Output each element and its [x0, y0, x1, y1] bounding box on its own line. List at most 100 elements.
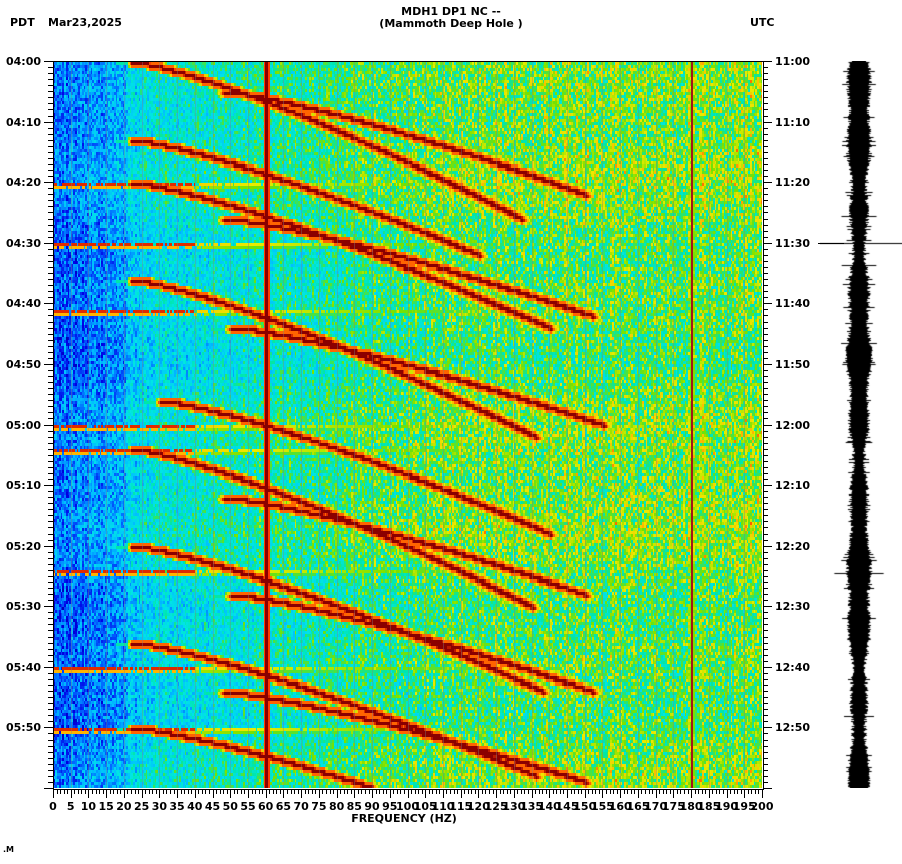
y-minor-tick-left [48, 431, 53, 432]
y-minor-tick-right [763, 637, 768, 638]
x-axis-tick-label: 10 [80, 800, 97, 813]
x-minor-tick [131, 789, 132, 794]
y-minor-tick-left [48, 649, 53, 650]
x-minor-tick [439, 789, 440, 794]
y-minor-tick-right [763, 291, 768, 292]
x-minor-tick [758, 789, 759, 794]
y-minor-tick-right [763, 376, 768, 377]
x-major-tick [213, 789, 214, 798]
y-minor-tick-right [763, 73, 768, 74]
x-minor-tick [503, 789, 504, 794]
x-minor-tick [103, 789, 104, 794]
y-major-tick-right [763, 727, 772, 728]
x-minor-tick [418, 789, 419, 794]
y-major-tick-left [44, 182, 53, 183]
y-minor-tick-left [48, 673, 53, 674]
x-minor-tick [340, 789, 341, 794]
x-minor-tick [74, 789, 75, 794]
x-minor-tick [227, 789, 228, 794]
x-axis-tick-label: 145 [555, 800, 579, 813]
y-minor-tick-left [48, 721, 53, 722]
y-minor-tick-right [763, 461, 768, 462]
x-major-tick [372, 789, 373, 798]
y-minor-tick-left [48, 176, 53, 177]
x-minor-tick [563, 789, 564, 794]
y-minor-tick-left [48, 521, 53, 522]
trace-time-marker [818, 243, 844, 244]
x-minor-tick [677, 789, 678, 794]
y-minor-tick-right [763, 558, 768, 559]
y-axis-label-pdt: 05:40 [5, 660, 41, 674]
y-minor-tick-right [763, 709, 768, 710]
x-minor-tick [163, 789, 164, 794]
x-minor-tick [599, 789, 600, 794]
y-minor-tick-right [763, 776, 768, 777]
x-minor-tick [135, 789, 136, 794]
y-minor-tick-left [48, 467, 53, 468]
x-axis-tick-label: 200 [750, 800, 774, 813]
y-minor-tick-left [48, 697, 53, 698]
y-minor-tick-right [763, 128, 768, 129]
x-minor-tick [684, 789, 685, 794]
y-minor-tick-right [763, 782, 768, 783]
y-minor-tick-left [48, 200, 53, 201]
y-minor-tick-left [48, 703, 53, 704]
y-minor-tick-right [763, 103, 768, 104]
y-minor-tick-right [763, 340, 768, 341]
y-minor-tick-right [763, 521, 768, 522]
x-axis-tick-label: 15 [98, 800, 114, 813]
x-major-tick [461, 789, 462, 798]
x-minor-tick [432, 789, 433, 794]
y-minor-tick-left [48, 600, 53, 601]
x-axis-tick-label: 130 [502, 800, 526, 813]
y-minor-tick-right [763, 479, 768, 480]
x-minor-tick [326, 789, 327, 794]
y-minor-tick-right [763, 370, 768, 371]
y-minor-tick-left [48, 146, 53, 147]
y-minor-tick-left [48, 527, 53, 528]
y-minor-tick-left [48, 328, 53, 329]
y-minor-tick-right [763, 437, 768, 438]
x-minor-tick [475, 789, 476, 794]
y-major-tick-right [763, 122, 772, 123]
y-minor-tick-left [48, 291, 53, 292]
y-minor-tick-right [763, 164, 768, 165]
y-minor-tick-left [48, 594, 53, 595]
x-major-tick [53, 789, 54, 798]
y-minor-tick-right [763, 540, 768, 541]
x-minor-tick [422, 789, 423, 794]
y-minor-tick-left [48, 455, 53, 456]
y-minor-tick-left [48, 709, 53, 710]
x-minor-tick [652, 789, 653, 794]
y-minor-tick-left [48, 309, 53, 310]
y-major-tick-left [44, 303, 53, 304]
y-minor-tick-left [48, 412, 53, 413]
y-major-tick-right [763, 485, 772, 486]
x-minor-tick [294, 789, 295, 794]
y-minor-tick-left [48, 322, 53, 323]
y-minor-tick-left [48, 643, 53, 644]
y-minor-tick-left [48, 770, 53, 771]
y-major-tick-left [44, 606, 53, 607]
y-minor-tick-left [48, 437, 53, 438]
spectrogram-plot[interactable] [53, 61, 762, 788]
y-minor-tick-left [48, 612, 53, 613]
y-major-tick-right [763, 243, 772, 244]
x-major-tick [709, 789, 710, 798]
y-axis-label-utc: 12:00 [775, 418, 811, 432]
y-axis-label-utc: 12:20 [775, 539, 811, 553]
y-minor-tick-left [48, 352, 53, 353]
y-major-tick-right [763, 606, 772, 607]
y-minor-tick-right [763, 412, 768, 413]
x-major-tick [319, 789, 320, 798]
spectrogram-canvas[interactable] [53, 61, 762, 788]
x-minor-tick [209, 789, 210, 794]
y-minor-tick-right [763, 733, 768, 734]
y-minor-tick-left [48, 503, 53, 504]
y-minor-tick-right [763, 176, 768, 177]
y-axis-label-utc: 12:40 [775, 660, 811, 674]
x-minor-tick [446, 789, 447, 794]
y-minor-tick-right [763, 158, 768, 159]
y-minor-tick-left [48, 273, 53, 274]
